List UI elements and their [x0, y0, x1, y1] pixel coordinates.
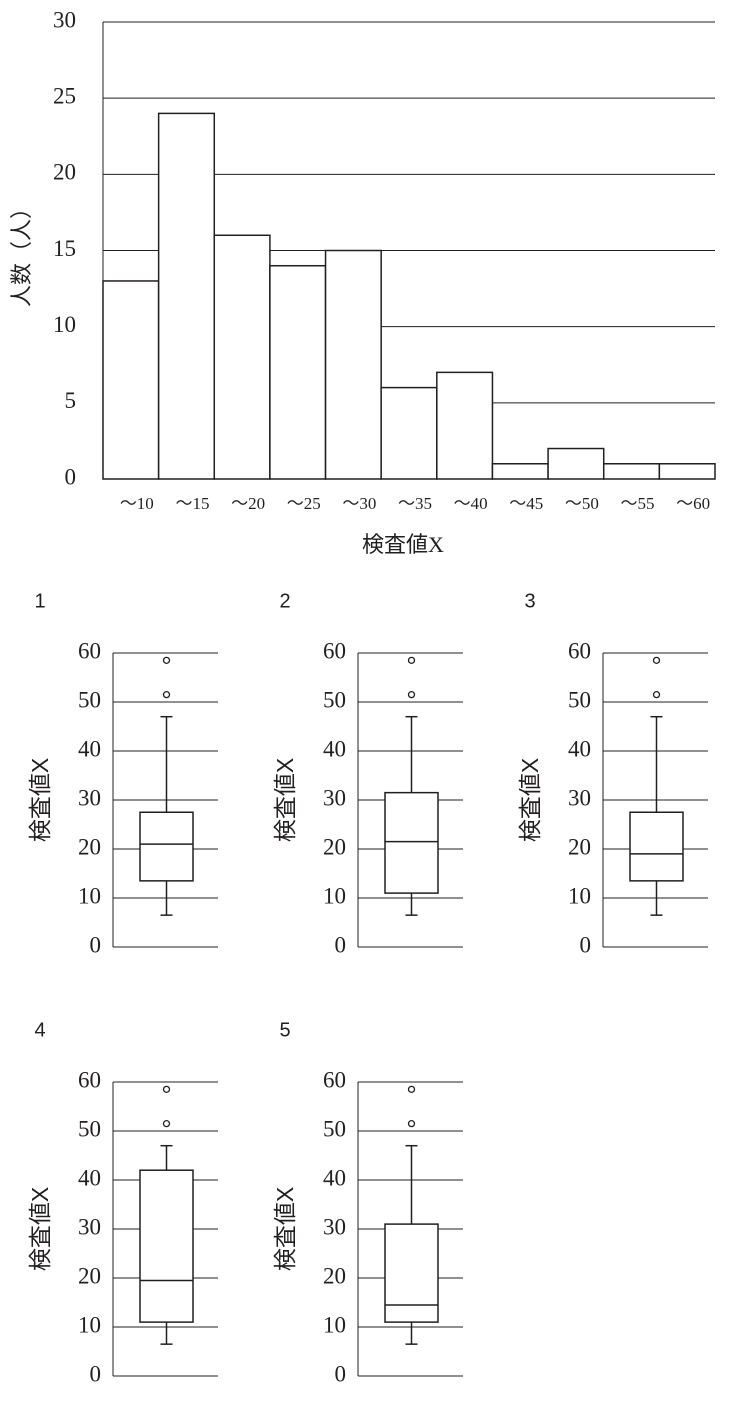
outlier [652, 691, 661, 699]
y-tick-label: 5 [65, 388, 77, 413]
y-tick-label: 30 [323, 1214, 346, 1239]
y-tick-label: 10 [78, 1312, 101, 1337]
box [384, 1223, 439, 1323]
y-tick-label: 0 [65, 464, 77, 489]
x-tick-label: ～60 [676, 494, 710, 513]
box [139, 1169, 194, 1323]
box [139, 811, 194, 882]
y-tick-label: 20 [323, 834, 346, 859]
y-tick-label: 60 [568, 638, 591, 663]
y-tick-label: 60 [323, 1067, 346, 1092]
y-tick-label: 40 [568, 736, 591, 761]
panel-label: 1 [34, 590, 45, 612]
y-tick-label: 0 [335, 1361, 347, 1386]
y-tick-label: 15 [53, 236, 76, 261]
x-axis-label: 検査値X [362, 532, 444, 557]
y-tick-label: 30 [323, 785, 346, 810]
x-tick-label: ～10 [120, 494, 154, 513]
y-tick-label: 30 [53, 7, 76, 32]
y-tick-label: 50 [323, 687, 346, 712]
y-tick-label: 20 [323, 1263, 346, 1288]
y-tick-label: 50 [78, 687, 101, 712]
y-tick-label: 10 [323, 883, 346, 908]
x-tick-label: ～40 [454, 494, 488, 513]
bar [547, 447, 605, 480]
y-tick-label: 40 [323, 736, 346, 761]
y-tick-label: 30 [568, 785, 591, 810]
y-tick-label: 50 [323, 1116, 346, 1141]
y-tick-label: 0 [90, 1361, 102, 1386]
y-tick-label: 40 [323, 1165, 346, 1190]
y-tick-label: 20 [568, 834, 591, 859]
outlier [407, 1120, 416, 1128]
x-tick-label: ～30 [342, 494, 376, 513]
panel-label: 4 [34, 1019, 45, 1041]
y-axis-label: 検査値X [27, 758, 53, 842]
box [629, 811, 684, 882]
y-tick-label: 20 [53, 160, 76, 185]
outlier [162, 1085, 171, 1093]
outlier [407, 1085, 416, 1093]
y-tick-label: 20 [78, 834, 101, 859]
y-tick-label: 30 [78, 1214, 101, 1239]
y-axis-label: 検査値X [272, 758, 298, 842]
y-axis-label: 検査値X [272, 1187, 298, 1271]
bar [491, 463, 549, 480]
y-tick-label: 60 [78, 1067, 101, 1092]
x-tick-label: ～20 [231, 494, 265, 513]
y-tick-label: 20 [78, 1263, 101, 1288]
box [384, 791, 439, 894]
y-tick-label: 0 [580, 932, 592, 957]
y-tick-label: 25 [53, 83, 76, 108]
y-tick-label: 40 [78, 1165, 101, 1190]
y-axis-label: 検査値X [27, 1187, 53, 1271]
y-tick-label: 50 [568, 687, 591, 712]
bar [380, 386, 438, 480]
y-tick-label: 40 [78, 736, 101, 761]
outlier [162, 691, 171, 699]
outlier [162, 1120, 171, 1128]
bar [324, 249, 382, 480]
y-tick-label: 0 [335, 932, 347, 957]
y-tick-label: 10 [78, 883, 101, 908]
y-tick-label: 10 [323, 1312, 346, 1337]
bar [102, 280, 160, 480]
y-tick-label: 0 [90, 932, 102, 957]
y-tick-label: 10 [53, 312, 76, 337]
bar [157, 112, 216, 480]
x-tick-label: ～45 [509, 494, 543, 513]
x-tick-label: ～55 [621, 494, 655, 513]
panel-label: 5 [279, 1019, 290, 1041]
panel-label: 2 [279, 590, 290, 612]
x-tick-label: ～15 [175, 494, 209, 513]
y-tick-label: 10 [568, 883, 591, 908]
outlier [162, 656, 171, 664]
y-tick-label: 30 [78, 785, 101, 810]
bar [269, 264, 327, 480]
bar [658, 463, 716, 480]
y-axis-label: 検査値X [517, 758, 543, 842]
x-tick-label: ～50 [565, 494, 599, 513]
x-tick-label: ～35 [398, 494, 432, 513]
x-tick-label: ～25 [287, 494, 321, 513]
bar [436, 371, 494, 480]
bar [602, 463, 661, 480]
panel-label: 3 [524, 590, 535, 612]
outlier [407, 656, 416, 664]
y-axis-label: 人数（人） [9, 197, 34, 307]
outlier [652, 656, 661, 664]
y-tick-label: 60 [323, 638, 346, 663]
bar [213, 234, 271, 480]
outlier [407, 691, 416, 699]
y-tick-label: 50 [78, 1116, 101, 1141]
y-tick-label: 60 [78, 638, 101, 663]
